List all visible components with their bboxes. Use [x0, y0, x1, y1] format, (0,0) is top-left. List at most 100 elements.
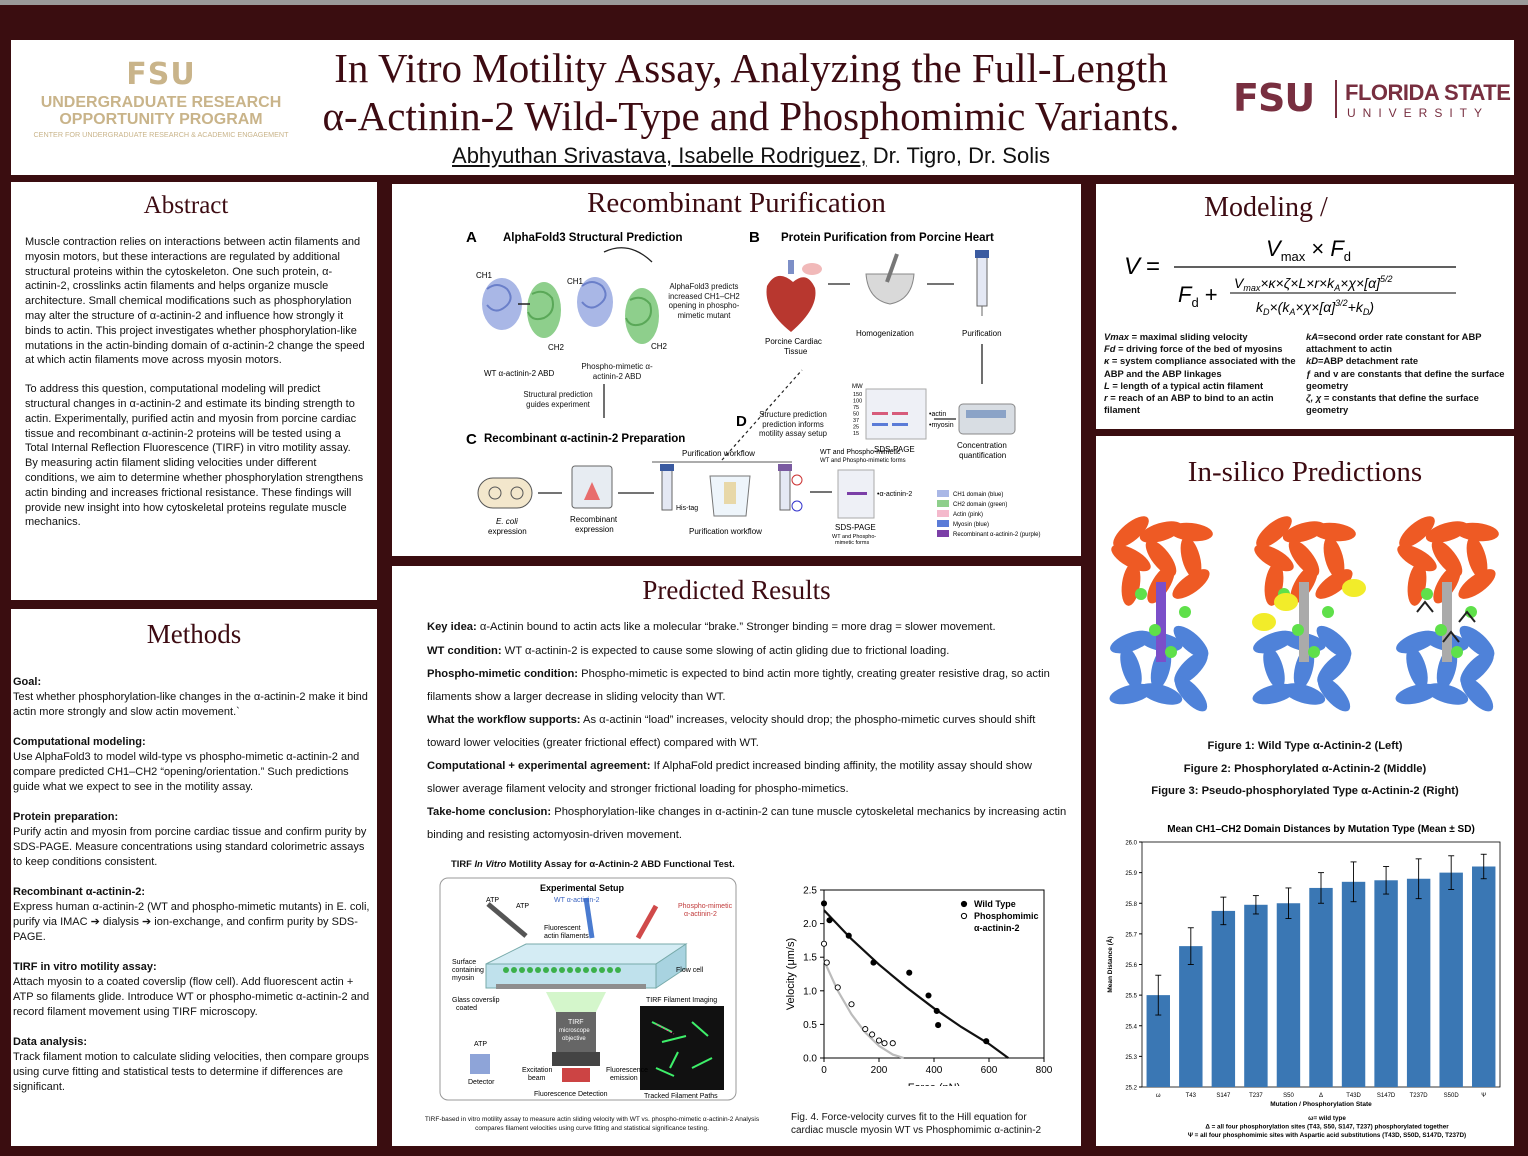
mw-value: 50	[853, 412, 859, 418]
tirf-caption: TIRF-based in vitro motility assay to me…	[424, 1116, 760, 1132]
tirf-title-em: In Vitro	[474, 858, 507, 869]
fv-y-tick-label: 1.5	[803, 953, 817, 964]
methods-panel: Methods Goal: Test whether phosphorylatio…	[11, 609, 377, 1146]
quant-label-1: Concentration	[957, 441, 1007, 450]
bar-x-tick-label: Ψ	[1481, 1093, 1486, 1099]
legend-label: Actin (pink)	[953, 512, 983, 518]
eq-numerator: Vmax × Fd	[1266, 236, 1351, 264]
panel-a-title: AlphaFold3 Structural Prediction	[503, 232, 683, 244]
caption-fig3: Figure 3: Pseudo-phosphorylated Type α-A…	[1151, 785, 1459, 797]
fv-point-wt	[845, 932, 852, 939]
tirf-fluor-1: Fluorescent	[544, 925, 581, 932]
window-top-strip	[0, 0, 1528, 5]
definition-symbol: Fd	[1104, 343, 1116, 355]
panel-c-legend: CH1 domain (blue) CH2 domain (green) Actin…	[937, 490, 1041, 538]
flow-cell-icon	[485, 943, 688, 989]
result-item-heading: What the workflow supports:	[427, 714, 581, 726]
panel-d-text: Structure prediction prediction informs …	[758, 410, 828, 438]
legend-swatch	[937, 520, 949, 527]
band-label: •α-actinin-2	[877, 491, 912, 498]
gel-label: SDS-PAGE	[874, 445, 915, 454]
fsu-logo-mark: FSU	[1233, 76, 1315, 120]
bar-chart-title: Mean CH1–CH2 Domain Distances by Mutatio…	[1167, 824, 1475, 835]
bar-y-tick-label: 25.9	[1125, 871, 1137, 877]
mw-value: 100	[853, 399, 862, 405]
fsu-logo-name: FLORIDA STATE	[1345, 80, 1511, 105]
definition-text: = length of a typical actin filament	[1109, 379, 1264, 391]
result-item: Phospho-mimetic condition: Phospho-mimet…	[427, 663, 1067, 708]
force-velocity-chart: 0 200 400 600 800 0.0 0.5 1.0 1.5 2.0 2.5 Force (pN…	[785, 886, 1053, 1087]
fv-point-phospho	[862, 1026, 869, 1033]
urop-logo-line2: OPPORTUNITY PROGRAM	[59, 111, 263, 128]
caption-fig1: Figure 1: Wild Type α-Actinin-2 (Left)	[1207, 740, 1403, 752]
tirf-detector: Detector	[468, 1079, 495, 1086]
result-item: WT condition: WT α-actinin-2 is expected…	[427, 640, 1067, 663]
column-icon	[975, 250, 989, 316]
caption-fig2: Figure 2: Phosphorylated α-Actinin-2 (Mi…	[1183, 762, 1427, 775]
bar-y-tick-label: 25.2	[1125, 1086, 1137, 1092]
bar-y-tick-label: 26.0	[1125, 841, 1137, 847]
fv-y-tick-label: 2.0	[803, 919, 817, 930]
dialysis-beaker-icon	[709, 475, 751, 517]
legend-label: CH2 domain (green)	[953, 502, 1007, 508]
fv-point-wt	[935, 1022, 942, 1029]
fv-point-phospho	[875, 1037, 883, 1044]
methods-section: TIRF in vitro motility assay: Attach myos…	[13, 960, 373, 1020]
imac-column-icon	[660, 464, 674, 511]
fv-y-tick-label: 1.0	[803, 986, 817, 997]
ecoli-sub: expression	[488, 527, 527, 536]
tirf-fluor-2: actin filaments	[544, 933, 589, 940]
methods-section-heading: Protein preparation:	[13, 811, 119, 823]
definition-symbol: kA	[1306, 331, 1318, 342]
methods-section-body: Test whether phosphorylation-like change…	[13, 691, 368, 718]
mw-value: 37	[853, 418, 859, 424]
fv-x-tick-label: 0	[821, 1065, 827, 1076]
fv-point-phospho	[869, 1031, 876, 1038]
bar-y-tick-label: 25.6	[1125, 963, 1137, 969]
gel-c-label: SDS-PAGE	[835, 523, 876, 532]
tirf-title-pre: TIRF	[451, 858, 475, 869]
insilico-title: In-silico Predictions	[1187, 456, 1423, 488]
bar-y-tick-label: 25.5	[1125, 994, 1137, 1000]
fv-x-tick-label: 400	[926, 1065, 943, 1076]
tirf-phospho-2: α-actinin-2	[684, 911, 717, 918]
definition-symbol: κ	[1104, 355, 1110, 367]
result-item: What the workflow supports: As α-actinin…	[427, 709, 1067, 754]
methods-body: Goal: Test whether phosphorylation-like c…	[13, 675, 373, 1110]
fv-point-wt	[906, 969, 913, 976]
bar-x-tick-label: Δ	[1319, 1093, 1323, 1099]
definition-text: = maximal sliding velocity	[1129, 331, 1248, 342]
fv-y-tick-label: 0.0	[803, 1054, 817, 1065]
tirf-tracked: Tracked Filament Paths	[644, 1093, 718, 1100]
definition-symbol: ζ, χ	[1306, 392, 1322, 404]
definition-text: = system compliance associated with the …	[1104, 355, 1296, 379]
fv-point-phospho	[848, 1001, 855, 1008]
fv-legend-marker-phospho	[960, 912, 968, 920]
result-item-body: WT α-actinin-2 is expected to cause some…	[501, 644, 950, 657]
modeling-panel: Modeling / V = Vmax × Fd Fd + Vmax×κ×ζ×L…	[1096, 184, 1514, 429]
panel-c-title: Recombinant α-actinin-2 Preparation	[484, 433, 685, 445]
definition-text: = constants that define the surface geom…	[1306, 392, 1479, 416]
actin-band-label: •actin	[929, 411, 946, 418]
phospho-ch1-label: CH1	[567, 277, 584, 286]
methods-title: Methods	[146, 619, 242, 649]
bar-x-tick-label: T43	[1186, 1093, 1197, 1099]
bar	[1276, 903, 1301, 1087]
definition-text: = reach of an ABP to bind to an actin fi…	[1104, 392, 1274, 416]
definition-item: kA=second order rate constant for ABP at…	[1306, 331, 1506, 355]
tirf-surface-3: myosin	[452, 975, 474, 982]
structural-guides-note: Structural prediction guides experiment	[523, 390, 593, 409]
eq-inner-num: Vmax×κ×ζ×L×r×kA×χ×[α]5/2	[1234, 274, 1392, 293]
abstract-paragraph-2: To address this question, computational …	[25, 383, 364, 529]
result-item: Take-home conclusion: Phosphorylation-li…	[427, 801, 1067, 846]
phospho-protein-structure	[577, 247, 659, 344]
legend-label: Recombinant α-actinin-2 (purple)	[953, 532, 1041, 538]
fv-point-wt	[933, 1007, 940, 1015]
bar-y-axis-label: Mean Distance (Å)	[1105, 936, 1114, 992]
mw-value: 150	[853, 392, 862, 398]
bar	[1309, 887, 1333, 1087]
bar-y-tick-label: 25.8	[1125, 902, 1137, 908]
definition-text: = driving force of the bed of myosins	[1115, 343, 1283, 355]
methods-section-body: Express human α-actinin-2 (WT and phosph…	[13, 901, 370, 943]
distance-bar-chart: Mean CH1–CH2 Domain Distances by Mutatio…	[1105, 824, 1501, 1139]
